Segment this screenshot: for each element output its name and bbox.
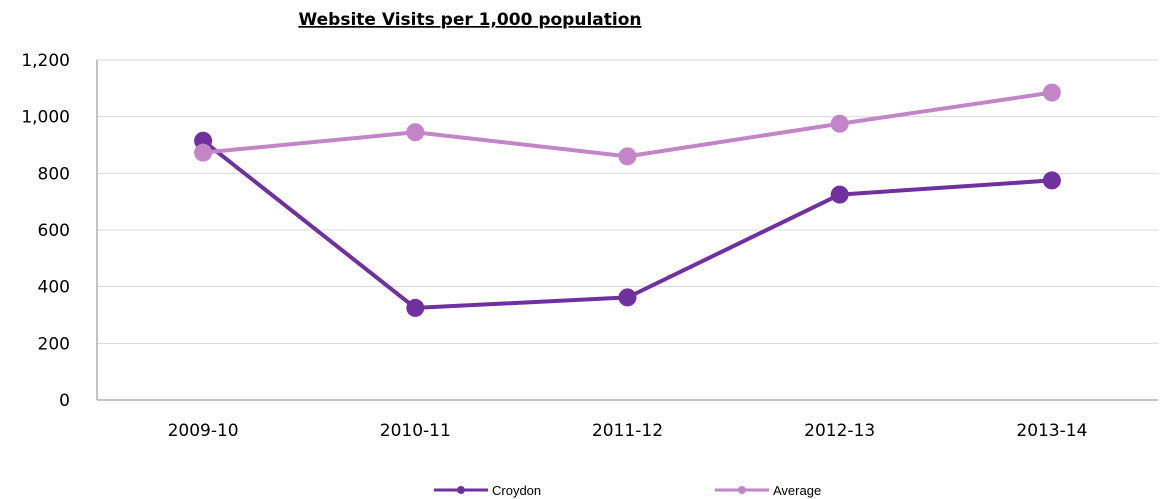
legend-label: Average: [773, 483, 821, 498]
gridlines: [97, 59, 1158, 344]
y-tick-label: 800: [38, 164, 70, 184]
axes: 0 200 400 600 800 1,000 1,200 2009-10 2010-11 201…: [21, 51, 1158, 441]
y-tick-label: 0: [59, 391, 70, 411]
legend: Croydon Average: [434, 483, 821, 498]
y-tick-label: 1,000: [21, 108, 70, 128]
chart-title: Website Visits per 1,000 population: [298, 10, 641, 30]
y-tick-label: 200: [38, 334, 70, 354]
data-point: [1042, 83, 1061, 102]
data-point: [406, 298, 425, 317]
data-point: [618, 288, 637, 307]
x-tick-label: 2009-10: [168, 421, 239, 441]
y-tick-label: 1,200: [21, 51, 70, 71]
legend-label: Croydon: [492, 483, 541, 498]
legend-marker: [457, 486, 465, 494]
series-line: [201, 138, 1054, 310]
y-tick-label: 400: [38, 278, 70, 298]
x-tick-label: 2011-12: [592, 421, 663, 441]
legend-marker: [738, 486, 746, 494]
data-point: [830, 114, 849, 133]
x-tick-label: 2013-14: [1016, 421, 1087, 441]
data-point: [194, 143, 213, 162]
y-tick-label: 600: [38, 221, 70, 241]
data-point: [406, 123, 425, 142]
data-point: [830, 185, 849, 204]
series-line: [201, 90, 1054, 159]
x-tick-label: 2012-13: [804, 421, 875, 441]
series-average: [194, 83, 1061, 166]
data-point: [618, 147, 637, 166]
legend-item-average: Average: [715, 483, 821, 498]
x-tick-label: 2010-11: [380, 421, 451, 441]
data-point: [1042, 171, 1061, 190]
legend-item-croydon: Croydon: [434, 483, 541, 498]
series-layer: [194, 83, 1061, 317]
